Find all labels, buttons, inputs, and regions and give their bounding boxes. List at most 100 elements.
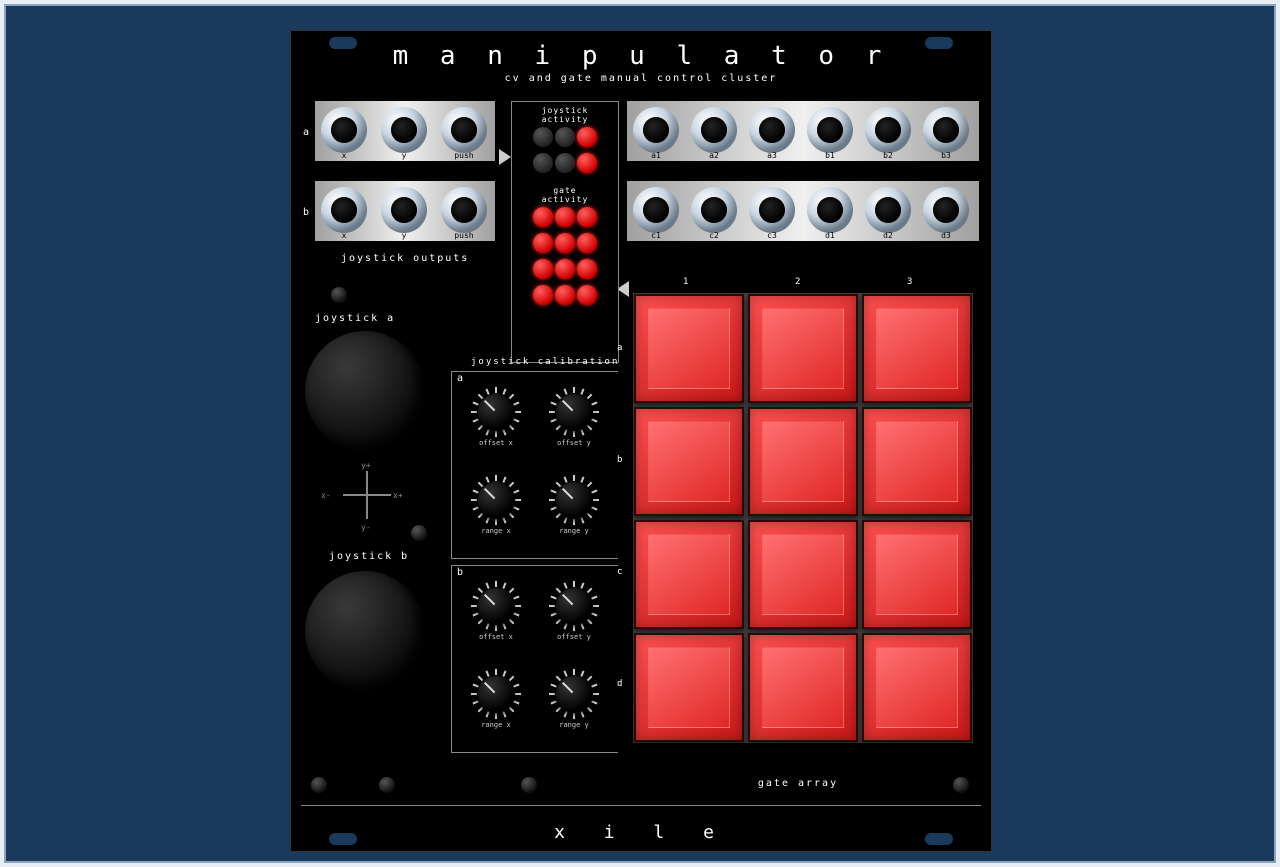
calibration-title: joystick calibration	[471, 357, 619, 367]
jack-label: c1	[633, 231, 679, 240]
gate-button-a2[interactable]	[748, 294, 858, 403]
knob-label: offset y	[544, 439, 604, 447]
jack-c2[interactable]	[691, 187, 737, 233]
axis-label: x-	[321, 491, 331, 500]
joystick-a[interactable]	[305, 331, 425, 451]
joystick-outputs-label: joystick outputs	[341, 253, 469, 264]
row-label-a: a	[303, 127, 309, 138]
gate-led	[533, 259, 553, 279]
knob-a-range-x[interactable]	[471, 475, 521, 525]
gate-button-b2[interactable]	[748, 407, 858, 516]
page-title: m a n i p u l a t o r	[291, 41, 991, 71]
gate-row-label: d	[617, 679, 622, 689]
jack-a3[interactable]	[749, 107, 795, 153]
screw-icon	[953, 777, 969, 793]
joy-led	[555, 153, 575, 173]
gate-col-label: 1	[683, 277, 688, 287]
gate-button-d2[interactable]	[748, 633, 858, 742]
gate-button-d3[interactable]	[862, 633, 972, 742]
jack-a2[interactable]	[691, 107, 737, 153]
gate-button-a1[interactable]	[634, 294, 744, 403]
gate-button-c3[interactable]	[862, 520, 972, 629]
jack-d1[interactable]	[807, 187, 853, 233]
jack-label: b2	[865, 151, 911, 160]
knob-b-offset-y[interactable]	[549, 581, 599, 631]
gate-button-d1[interactable]	[634, 633, 744, 742]
knob-a-range-y[interactable]	[549, 475, 599, 525]
jack-b-x[interactable]	[321, 187, 367, 233]
jack-d3[interactable]	[923, 187, 969, 233]
jack-label: a1	[633, 151, 679, 160]
knob-label: range x	[466, 527, 526, 535]
jack-label: b3	[923, 151, 969, 160]
jack-a-y[interactable]	[381, 107, 427, 153]
joy-led	[533, 153, 553, 173]
jack-a-x[interactable]	[321, 107, 367, 153]
gate-led	[577, 233, 597, 253]
joystick-b-label: joystick b	[329, 551, 409, 562]
jackstrip-joy-b: x y push	[315, 181, 495, 241]
jack-b1[interactable]	[807, 107, 853, 153]
gate-button-c1[interactable]	[634, 520, 744, 629]
knob-label: range y	[544, 721, 604, 729]
jack-b3[interactable]	[923, 107, 969, 153]
knob-a-offset-x[interactable]	[471, 387, 521, 437]
jack-label: push	[441, 231, 487, 240]
gate-activity-label: gate activity	[512, 186, 618, 204]
jack-label: b1	[807, 151, 853, 160]
jack-b-push[interactable]	[441, 187, 487, 233]
jack-a-push[interactable]	[441, 107, 487, 153]
jackstrip-gate-cd: c1c2c3d1d2d3	[627, 181, 979, 241]
screw-icon	[411, 525, 427, 541]
row-label-b: b	[303, 207, 309, 218]
jack-label: x	[321, 151, 367, 160]
jack-label: y	[381, 231, 427, 240]
gate-button-c2[interactable]	[748, 520, 858, 629]
jackstrip-joy-a: x y push	[315, 101, 495, 161]
gate-led	[577, 259, 597, 279]
gate-led	[533, 233, 553, 253]
jack-b2[interactable]	[865, 107, 911, 153]
joy-led	[577, 127, 597, 147]
gate-area: 1 2 3 a b c d gate array	[623, 281, 973, 761]
gate-led	[555, 285, 575, 305]
gate-button-b3[interactable]	[862, 407, 972, 516]
joy-led	[533, 127, 553, 147]
brand-label: x i l e	[291, 822, 991, 843]
jack-label: a2	[691, 151, 737, 160]
joystick-b[interactable]	[305, 571, 425, 691]
gate-row-label: b	[617, 455, 622, 465]
knob-b-range-x[interactable]	[471, 669, 521, 719]
gate-button-a3[interactable]	[862, 294, 972, 403]
jack-label: push	[441, 151, 487, 160]
knob-label: offset x	[466, 633, 526, 641]
gate-led	[533, 285, 553, 305]
gate-col-label: 2	[795, 277, 800, 287]
jack-label: c3	[749, 231, 795, 240]
axis-label: y+	[361, 461, 371, 470]
gate-array-title: gate array	[623, 778, 973, 789]
jack-b-y[interactable]	[381, 187, 427, 233]
jack-label: d2	[865, 231, 911, 240]
joy-activity-label: joystick activity	[512, 106, 618, 124]
gate-col-label: 3	[907, 277, 912, 287]
screw-icon	[331, 287, 347, 303]
axis-label: y-	[361, 523, 371, 532]
arrow-icon	[499, 149, 511, 165]
knob-b-range-y[interactable]	[549, 669, 599, 719]
gate-button-b1[interactable]	[634, 407, 744, 516]
knob-label: offset y	[544, 633, 604, 641]
knob-a-offset-y[interactable]	[549, 387, 599, 437]
knob-b-offset-x[interactable]	[471, 581, 521, 631]
cal-b-label: b	[457, 567, 463, 578]
gate-led	[533, 207, 553, 227]
jack-c3[interactable]	[749, 187, 795, 233]
screw-icon	[379, 777, 395, 793]
gate-led	[555, 259, 575, 279]
knob-label: range x	[466, 721, 526, 729]
jack-label: y	[381, 151, 427, 160]
jack-a1[interactable]	[633, 107, 679, 153]
jack-d2[interactable]	[865, 187, 911, 233]
cal-a-label: a	[457, 373, 463, 384]
jack-c1[interactable]	[633, 187, 679, 233]
